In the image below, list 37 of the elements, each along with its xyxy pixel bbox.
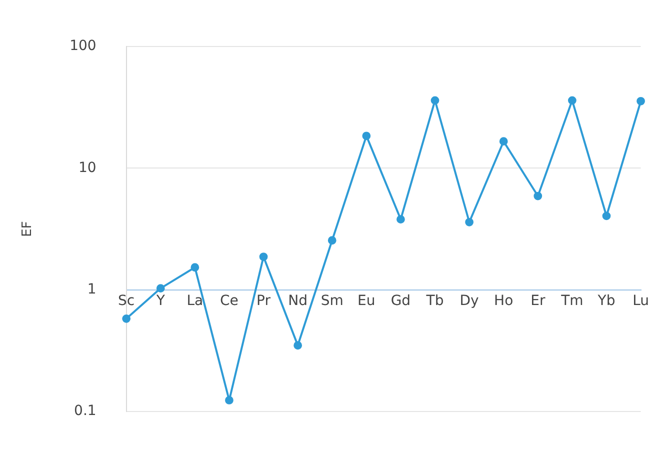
point [259, 252, 268, 261]
point [122, 314, 131, 323]
x-tick-label: Y [155, 292, 166, 309]
x-tick-label: La [186, 292, 204, 309]
point [568, 96, 576, 105]
y-axis-title: EF [20, 221, 36, 237]
y-tick-label: 10 [78, 160, 96, 176]
point [465, 218, 474, 226]
point [534, 192, 542, 200]
point [328, 236, 336, 245]
point [156, 284, 165, 293]
x-tick-label: Ho [494, 292, 514, 309]
x-tick-label: Dy [460, 292, 479, 309]
x-tick-label: Lu [632, 292, 650, 309]
y-tick-label: 0.1 [74, 403, 96, 420]
x-tick-label: Tb [425, 292, 444, 309]
point [225, 396, 234, 404]
x-tick-label: Pr [256, 292, 271, 309]
y-tick-label: 100 [70, 38, 96, 54]
point [636, 96, 645, 106]
x-tick-label: Ce [220, 292, 238, 309]
x-tick-label: Tm [560, 292, 584, 309]
point [190, 263, 200, 272]
point [499, 137, 508, 146]
point [396, 215, 405, 224]
y-tick-label: 1 [87, 282, 96, 298]
x-tick-label: Nd [288, 292, 308, 309]
point [430, 96, 440, 105]
point [362, 132, 371, 140]
point [602, 212, 611, 220]
x-tick-label: Gd [390, 292, 411, 309]
x-tick-label: Er [530, 292, 546, 309]
point [294, 341, 302, 350]
x-tick-label: Sm [320, 292, 344, 309]
x-tick-label: Sc [118, 292, 135, 309]
x-tick-label: Eu [358, 292, 376, 309]
x-tick-label: Yb [596, 292, 616, 309]
